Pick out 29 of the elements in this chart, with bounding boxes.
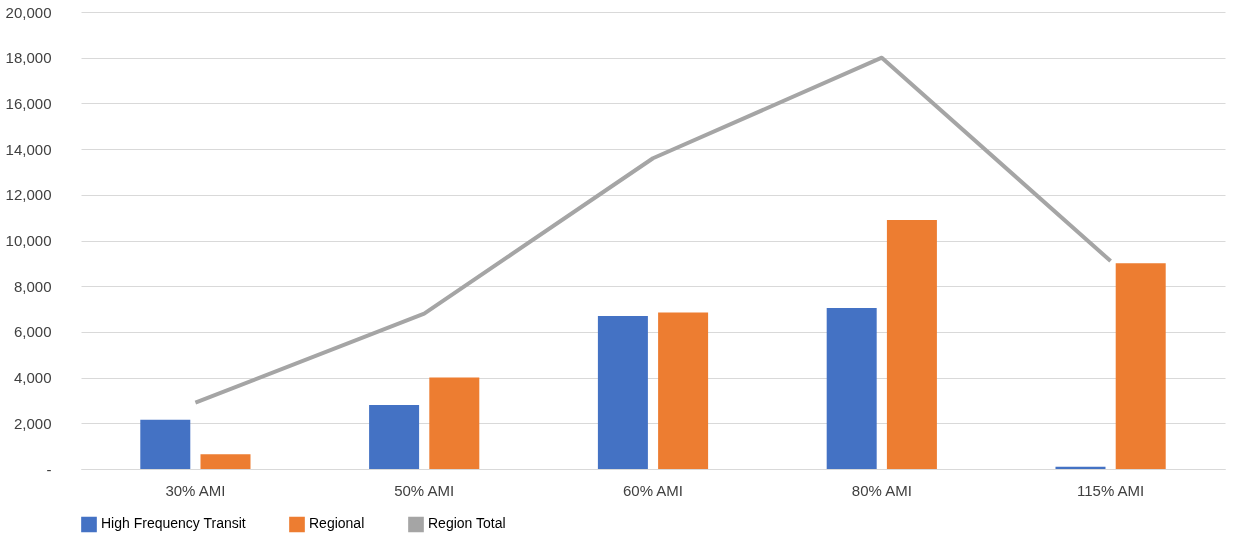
x-tick-label: 80% AMI: [851, 481, 912, 499]
y-tick-label: 20,000: [5, 3, 52, 21]
x-tick-label: 115% AMI: [1076, 481, 1145, 499]
bar: [140, 419, 191, 469]
bar: [658, 312, 709, 469]
y-tick-label: 14,000: [5, 140, 52, 158]
y-tick-label: 6,000: [13, 323, 52, 341]
x-tick-label: 60% AMI: [622, 481, 684, 499]
x-tick-label: 30% AMI: [165, 481, 226, 499]
bar: [886, 219, 937, 469]
bar: [597, 315, 648, 469]
bar: [429, 377, 480, 469]
y-tick-label: 16,000: [5, 94, 52, 112]
y-tick-label: 8,000: [13, 277, 52, 295]
y-tick-label: 18,000: [5, 49, 52, 67]
bar: [200, 454, 251, 469]
legend-label: Region Total: [428, 515, 506, 532]
line-series: [193, 55, 1113, 405]
y-tick-label: -: [46, 460, 52, 478]
legend-label: High Frequency Transit: [101, 515, 246, 532]
y-tick-label: 2,000: [13, 414, 52, 432]
bar: [826, 307, 877, 469]
bar: [369, 405, 420, 469]
bar: [1115, 263, 1166, 469]
x-tick-label: 50% AMI: [394, 481, 455, 499]
y-tick-label: 10,000: [5, 232, 52, 249]
y-tick-label: 12,000: [5, 186, 52, 204]
y-tick-label: 4,000: [13, 369, 52, 387]
legend-label: Regional: [309, 515, 365, 532]
